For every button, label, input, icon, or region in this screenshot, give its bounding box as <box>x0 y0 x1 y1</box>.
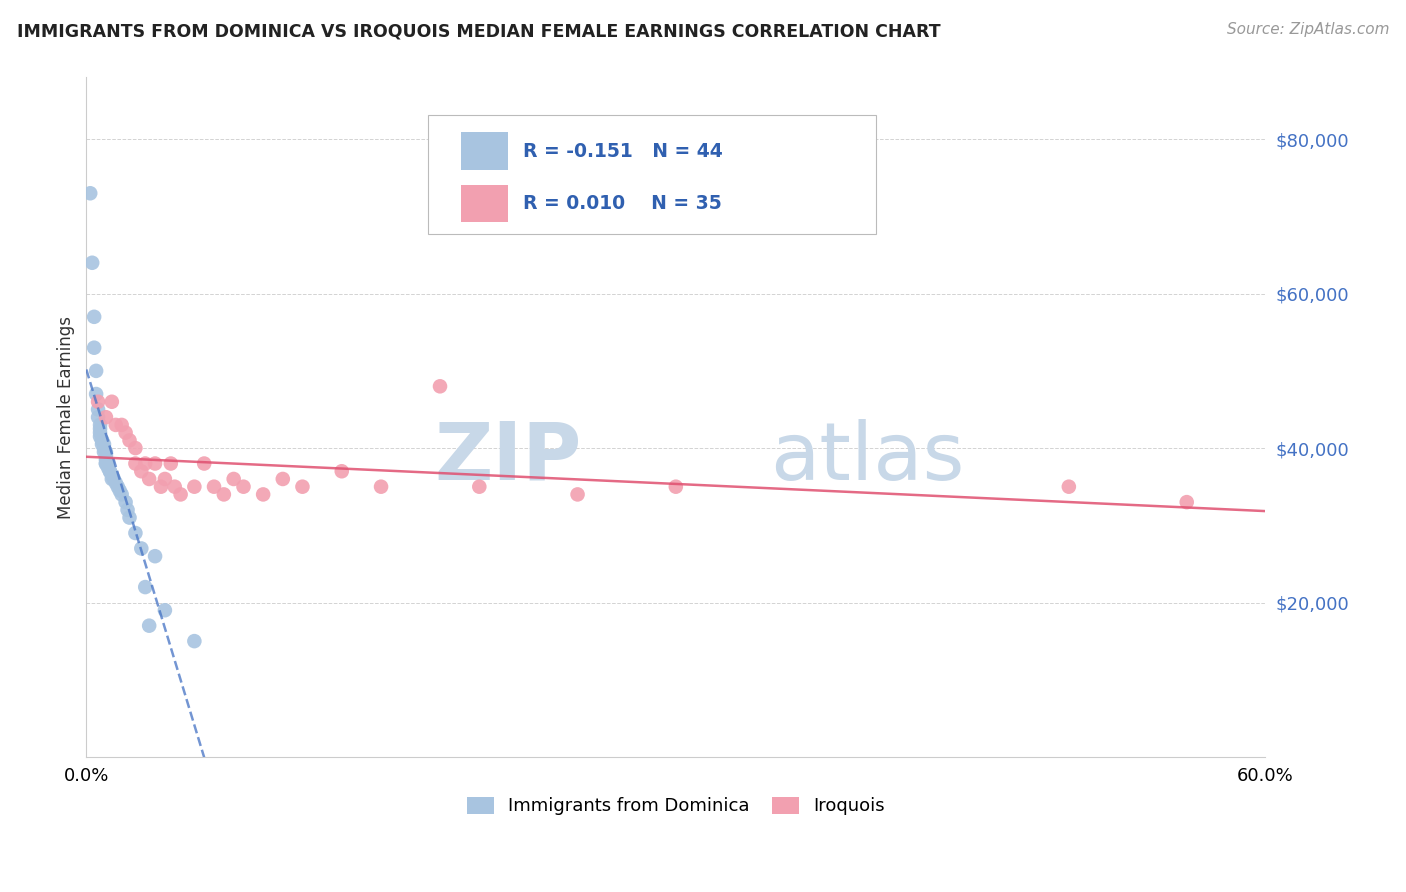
Point <box>87 394 110 409</box>
Point <box>567 487 589 501</box>
Text: ZIP: ZIP <box>434 419 582 497</box>
FancyBboxPatch shape <box>461 132 509 169</box>
Point <box>159 457 181 471</box>
Point <box>212 487 235 501</box>
Point <box>429 379 451 393</box>
Point <box>94 457 117 471</box>
Point <box>271 472 294 486</box>
Point <box>79 186 101 201</box>
Point <box>111 417 134 432</box>
Point <box>124 441 146 455</box>
Point <box>104 475 127 490</box>
Point <box>89 417 111 432</box>
Point <box>98 464 121 478</box>
Point <box>193 457 215 471</box>
Point <box>222 472 245 486</box>
Point <box>111 487 134 501</box>
Point <box>94 452 117 467</box>
Point <box>163 480 186 494</box>
Point <box>97 460 120 475</box>
Point <box>83 341 105 355</box>
FancyBboxPatch shape <box>461 185 509 222</box>
Point <box>84 364 107 378</box>
Point <box>94 410 117 425</box>
Point <box>94 457 117 471</box>
Point <box>101 472 124 486</box>
Point <box>138 472 160 486</box>
Text: IMMIGRANTS FROM DOMINICA VS IROQUOIS MEDIAN FEMALE EARNINGS CORRELATION CHART: IMMIGRANTS FROM DOMINICA VS IROQUOIS MED… <box>17 22 941 40</box>
Point <box>143 549 166 564</box>
FancyBboxPatch shape <box>429 115 876 234</box>
Point <box>89 429 111 443</box>
Point <box>134 457 156 471</box>
Point <box>124 526 146 541</box>
Point <box>118 510 141 524</box>
Point <box>183 480 205 494</box>
Point <box>91 434 114 448</box>
Point <box>98 464 121 478</box>
Point <box>153 603 176 617</box>
Point <box>1057 480 1080 494</box>
Point <box>94 445 117 459</box>
Point <box>118 434 141 448</box>
Point <box>134 580 156 594</box>
Point <box>87 410 110 425</box>
Legend: Immigrants from Dominica, Iroquois: Immigrants from Dominica, Iroquois <box>460 789 891 822</box>
Point <box>93 437 115 451</box>
Point <box>104 417 127 432</box>
Point <box>291 480 314 494</box>
Point <box>124 457 146 471</box>
Point <box>87 402 110 417</box>
Point <box>91 437 114 451</box>
Point <box>91 434 114 448</box>
Point <box>114 495 136 509</box>
Point <box>83 310 105 324</box>
Text: R = -0.151   N = 44: R = -0.151 N = 44 <box>523 142 723 161</box>
Point <box>143 457 166 471</box>
Point <box>1175 495 1198 509</box>
Point <box>84 387 107 401</box>
Point <box>370 480 392 494</box>
Point <box>117 503 139 517</box>
Point <box>107 480 129 494</box>
Point <box>101 394 124 409</box>
Point <box>93 445 115 459</box>
Point <box>103 472 125 486</box>
Point <box>183 634 205 648</box>
Text: Source: ZipAtlas.com: Source: ZipAtlas.com <box>1226 22 1389 37</box>
Point <box>131 541 153 556</box>
Point <box>93 441 115 455</box>
Point <box>169 487 191 501</box>
Point <box>97 457 120 471</box>
Point <box>138 618 160 632</box>
Text: R = 0.010    N = 35: R = 0.010 N = 35 <box>523 194 721 213</box>
Point <box>153 472 176 486</box>
Y-axis label: Median Female Earnings: Median Female Earnings <box>58 316 75 518</box>
Point <box>108 483 131 498</box>
Point <box>232 480 254 494</box>
Point <box>468 480 491 494</box>
Point <box>82 256 104 270</box>
Point <box>330 464 353 478</box>
Point <box>131 464 153 478</box>
Point <box>252 487 274 501</box>
Text: atlas: atlas <box>770 419 965 497</box>
Point <box>89 425 111 440</box>
Point <box>202 480 225 494</box>
Point <box>149 480 172 494</box>
Point <box>114 425 136 440</box>
Point <box>101 468 124 483</box>
Point <box>89 422 111 436</box>
Point <box>665 480 688 494</box>
Point <box>94 449 117 463</box>
